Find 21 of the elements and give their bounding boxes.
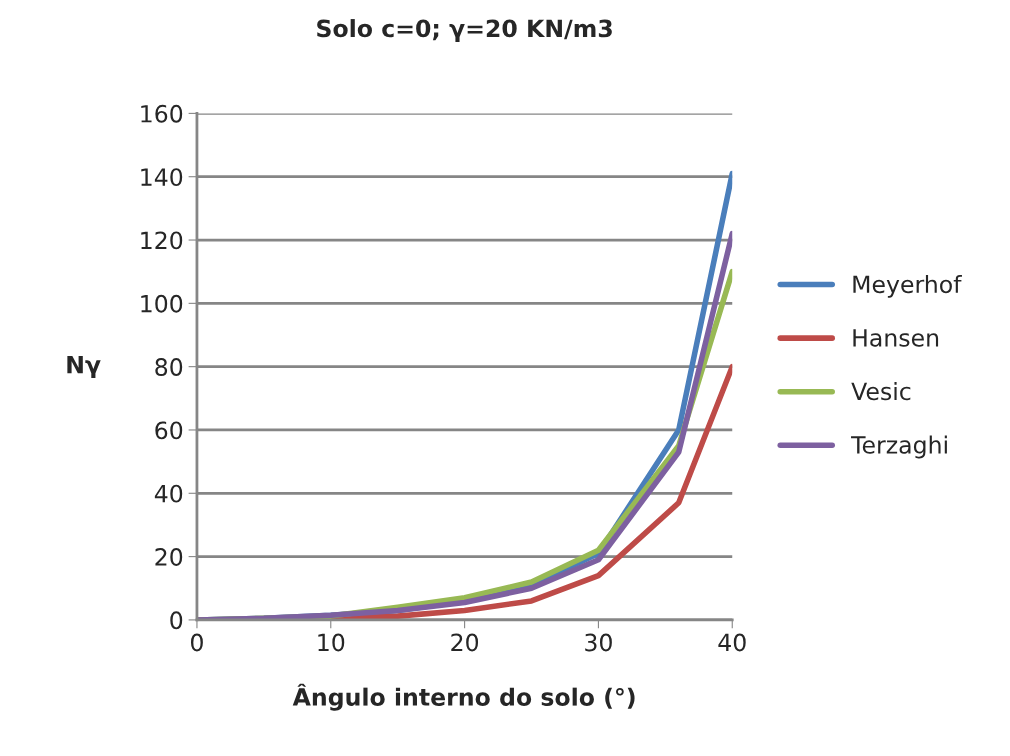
legend-label: Vesic xyxy=(851,382,911,401)
x-tick-label: 20 xyxy=(451,633,479,652)
x-tick-label: 10 xyxy=(318,633,345,652)
legend-label: Meyerhof xyxy=(853,274,962,298)
x-tick-label: 0 xyxy=(191,633,203,652)
legend-label: Terzaghi xyxy=(851,435,947,459)
y-tick-label: 80 xyxy=(155,358,183,376)
y-axis-title: Nγ xyxy=(67,355,101,379)
x-tick-label: 40 xyxy=(718,633,746,652)
chart-title: Solo c=0; γ=20 KN/m3 xyxy=(317,19,612,42)
y-tick-label: 0 xyxy=(170,611,183,630)
y-tick-label: 160 xyxy=(141,104,183,123)
legend-label: Hansen xyxy=(853,329,939,347)
y-tick-label: 120 xyxy=(141,231,183,250)
x-tick-label: 30 xyxy=(585,633,612,652)
y-tick-label: 40 xyxy=(154,484,183,503)
x-axis-title: Ângulo interno do solo (°) xyxy=(292,683,635,711)
y-tick-label: 100 xyxy=(141,294,183,313)
y-tick-label: 20 xyxy=(155,548,183,566)
y-tick-label: 60 xyxy=(155,421,183,440)
y-tick-label: 140 xyxy=(141,168,183,187)
